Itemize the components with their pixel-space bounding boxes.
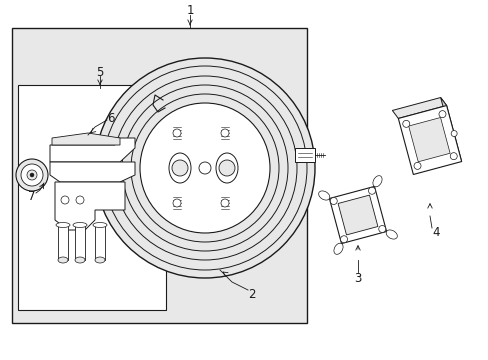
Circle shape <box>16 159 48 191</box>
Bar <box>95 225 105 260</box>
Circle shape <box>172 160 187 176</box>
Ellipse shape <box>73 222 87 228</box>
Polygon shape <box>440 98 461 162</box>
Circle shape <box>368 187 375 194</box>
Circle shape <box>402 120 409 127</box>
Text: 3: 3 <box>354 271 361 284</box>
Bar <box>18 85 165 310</box>
Bar <box>58 225 68 260</box>
Polygon shape <box>391 98 446 118</box>
Circle shape <box>450 131 456 136</box>
Polygon shape <box>50 162 135 182</box>
Ellipse shape <box>75 257 85 263</box>
Circle shape <box>61 196 69 204</box>
Circle shape <box>173 199 181 207</box>
Circle shape <box>329 198 337 204</box>
Circle shape <box>140 103 269 233</box>
Circle shape <box>199 162 210 174</box>
Text: 5: 5 <box>96 66 103 78</box>
Polygon shape <box>408 117 449 162</box>
Ellipse shape <box>318 191 329 200</box>
Text: 1: 1 <box>186 4 193 18</box>
Bar <box>75 225 85 260</box>
Ellipse shape <box>95 257 105 263</box>
Ellipse shape <box>93 222 107 228</box>
Ellipse shape <box>58 257 68 263</box>
Circle shape <box>219 160 235 176</box>
Polygon shape <box>50 138 135 162</box>
Polygon shape <box>398 105 461 175</box>
Circle shape <box>221 199 228 207</box>
Circle shape <box>173 129 181 137</box>
Text: 6: 6 <box>107 112 115 125</box>
Text: 2: 2 <box>248 288 255 301</box>
Bar <box>12 28 306 323</box>
Polygon shape <box>329 186 386 244</box>
Ellipse shape <box>386 230 397 239</box>
Ellipse shape <box>169 153 191 183</box>
Circle shape <box>221 129 228 137</box>
Circle shape <box>21 164 43 186</box>
Circle shape <box>27 170 37 180</box>
Circle shape <box>449 153 456 159</box>
Circle shape <box>76 196 84 204</box>
Circle shape <box>30 173 34 177</box>
Ellipse shape <box>56 222 70 228</box>
Circle shape <box>95 58 314 278</box>
Ellipse shape <box>216 153 238 183</box>
Polygon shape <box>52 133 120 145</box>
Circle shape <box>378 225 385 233</box>
Circle shape <box>413 162 420 169</box>
Ellipse shape <box>372 176 381 187</box>
Text: 7: 7 <box>28 190 36 203</box>
Text: 4: 4 <box>431 226 439 239</box>
Ellipse shape <box>333 243 343 255</box>
Polygon shape <box>337 195 377 235</box>
Bar <box>294 148 314 162</box>
Polygon shape <box>55 182 125 230</box>
Circle shape <box>340 236 347 243</box>
Circle shape <box>438 111 445 118</box>
